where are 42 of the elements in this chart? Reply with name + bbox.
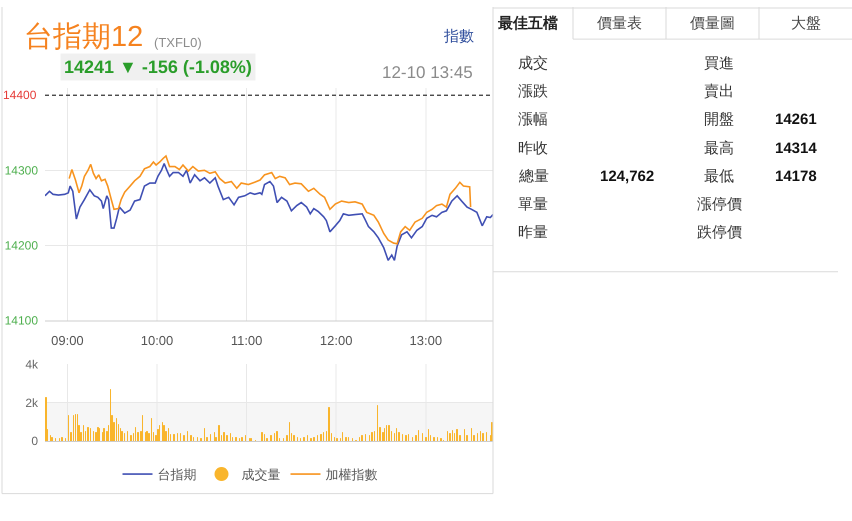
y-tick-label: 0	[31, 434, 38, 448]
y-tick-label: 4k	[25, 357, 39, 372]
text: 跌停價	[697, 224, 742, 241]
chart-subtitle: (TXFL0)	[154, 35, 202, 50]
x-tick-label: 12:00	[320, 333, 352, 348]
text: 漲跌	[518, 83, 548, 100]
text: 124,762	[600, 168, 654, 185]
text: 漲幅	[518, 111, 548, 128]
category-label: 大盤	[791, 15, 821, 32]
legend-label: 台指期	[158, 467, 196, 482]
text: 買進	[704, 55, 734, 72]
text: 14314	[775, 140, 817, 157]
text: 昨收	[518, 140, 548, 157]
category-label: 價量圖	[690, 15, 735, 32]
text: 總量	[519, 168, 549, 185]
text: 單量	[518, 196, 548, 213]
x-tick-label: 11:00	[230, 333, 262, 348]
text: 指數	[443, 28, 474, 45]
text: 開盤	[704, 111, 734, 128]
text: 最低	[704, 168, 734, 185]
text: 昨量	[518, 224, 548, 241]
x-tick-label: 13:00	[410, 333, 442, 348]
text: 最高	[704, 140, 734, 157]
ref-line-label: 14400	[3, 88, 37, 102]
chart-title: 台指期12	[24, 21, 144, 53]
y-tick-label: 14200	[4, 238, 38, 253]
legend-label: 成交量	[242, 467, 280, 482]
y-tick-label: 2k	[25, 396, 39, 410]
y-tick-label: 14300	[4, 164, 38, 178]
text: 漲停價	[697, 196, 742, 213]
category-label: 最佳五檔	[497, 15, 558, 32]
text: 12-10 13:45	[382, 63, 473, 82]
y-tick-label: 14100	[4, 314, 38, 328]
legend-label: 加權指數	[326, 467, 378, 482]
category-label: 價量表	[597, 15, 642, 32]
x-tick-label: 09:00	[51, 333, 84, 348]
text: 14241 ▼ -156 (-1.08%)	[64, 57, 252, 77]
x-tick-label: 10:00	[140, 333, 174, 348]
text: 14261	[775, 111, 817, 128]
text: 14178	[775, 168, 817, 185]
text: 賣出	[704, 83, 734, 100]
text: 成交	[518, 55, 548, 72]
